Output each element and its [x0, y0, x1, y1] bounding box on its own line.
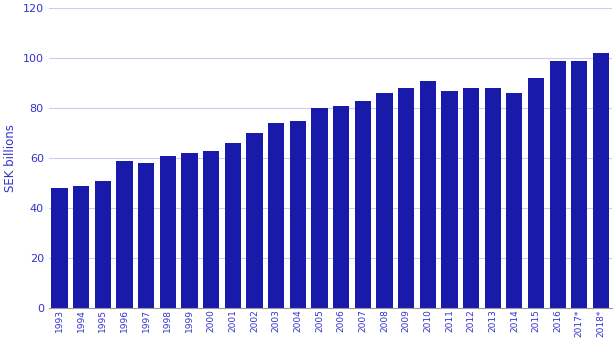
Bar: [203, 151, 219, 308]
Bar: [246, 133, 262, 308]
Bar: [376, 93, 392, 308]
Bar: [225, 143, 241, 308]
Bar: [571, 61, 588, 308]
Bar: [528, 78, 544, 308]
Bar: [51, 188, 68, 308]
Bar: [506, 93, 522, 308]
Bar: [73, 186, 89, 308]
Bar: [95, 181, 111, 308]
Bar: [268, 123, 284, 308]
Bar: [181, 153, 198, 308]
Bar: [549, 61, 566, 308]
Bar: [355, 101, 371, 308]
Bar: [311, 108, 328, 308]
Y-axis label: SEK billions: SEK billions: [4, 124, 17, 192]
Bar: [138, 163, 154, 308]
Bar: [116, 161, 132, 308]
Bar: [290, 121, 306, 308]
Bar: [333, 106, 349, 308]
Bar: [419, 80, 436, 308]
Bar: [160, 155, 176, 308]
Bar: [463, 88, 479, 308]
Bar: [398, 88, 414, 308]
Bar: [485, 88, 501, 308]
Bar: [593, 53, 609, 308]
Bar: [441, 91, 458, 308]
